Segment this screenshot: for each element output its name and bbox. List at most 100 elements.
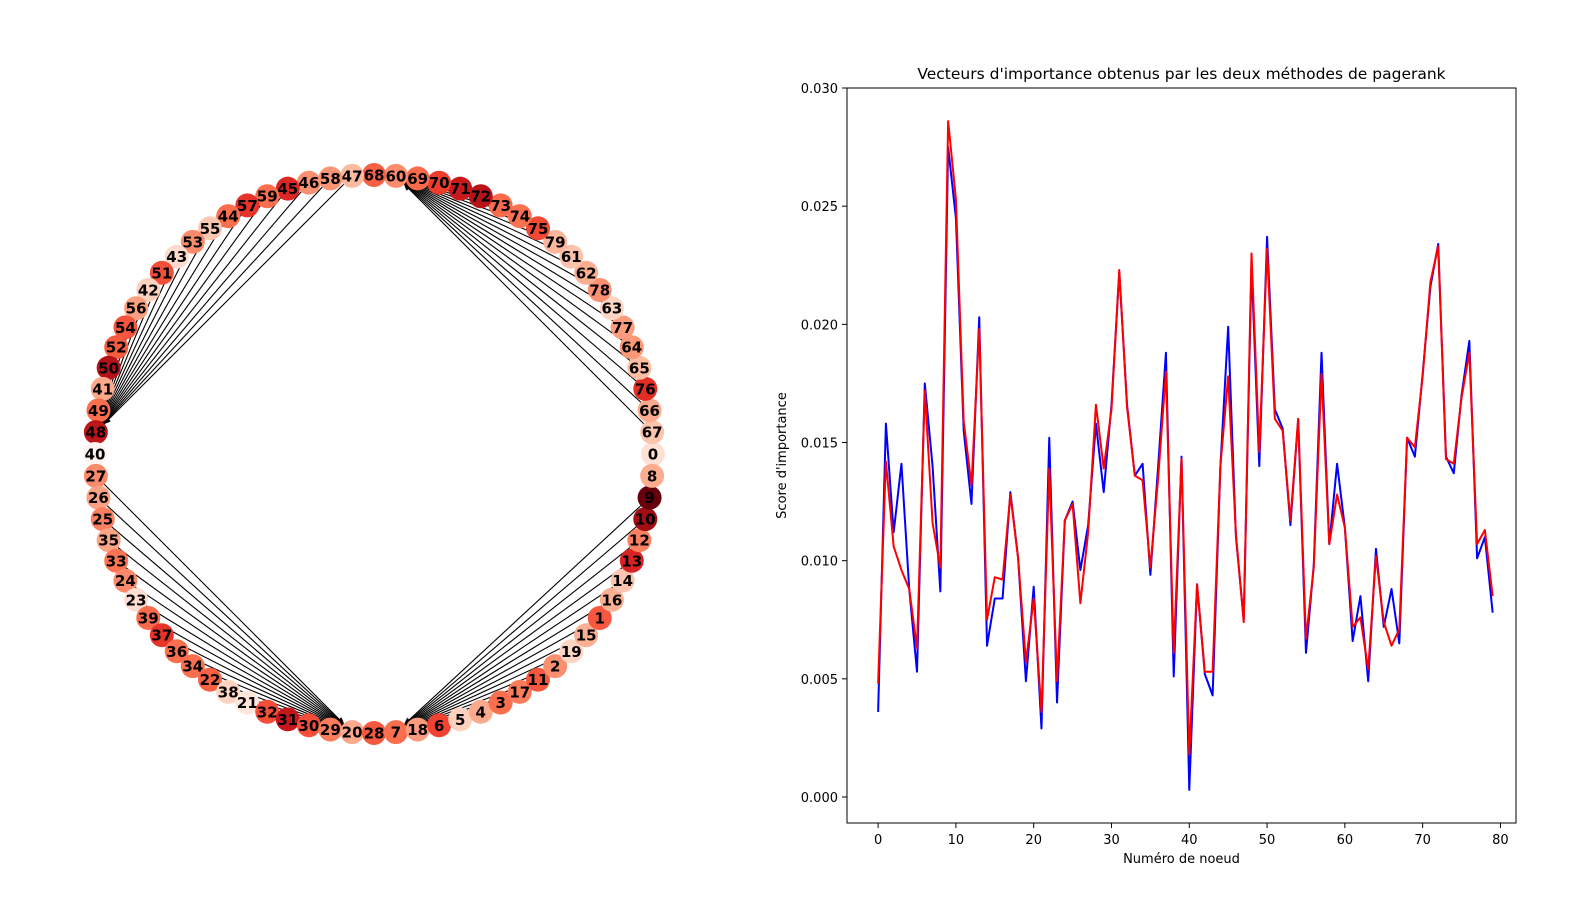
network-edge (103, 175, 353, 425)
network-node-marker (275, 707, 300, 732)
node-label: 47 (342, 167, 363, 185)
network-node: 60 (383, 163, 408, 188)
node-label: 29 (320, 721, 341, 739)
node-label: 36 (166, 643, 187, 661)
network-node-marker (96, 528, 121, 553)
network-node-marker (164, 639, 189, 664)
network-node: 43 (164, 244, 189, 269)
node-label: 60 (385, 167, 406, 185)
network-node: 3 (488, 690, 513, 715)
node-label: 75 (528, 220, 549, 238)
network-node: 52 (104, 335, 129, 360)
network-edge (404, 560, 633, 727)
network-node-marker (427, 170, 452, 195)
y-tick-label: 0.030 (801, 82, 838, 97)
network-node: 6 (427, 713, 452, 738)
node-label: 10 (635, 511, 656, 529)
network-edge (403, 518, 646, 726)
network-node-marker (340, 163, 365, 188)
network-node: 34 (180, 654, 205, 679)
network-node: 9 (637, 485, 662, 510)
network-node: 42 (136, 278, 161, 303)
node-label: 31 (277, 711, 298, 729)
network-edge (403, 182, 650, 411)
network-edge (115, 560, 344, 727)
line-chart: Vecteurs d'importance obtenus par les de… (775, 65, 1517, 867)
network-node-marker (362, 163, 386, 187)
network-node-marker (559, 639, 584, 664)
network-node: 76 (633, 376, 658, 401)
network-edge (404, 181, 623, 328)
network-edge (135, 599, 344, 727)
y-tick-label: 0.010 (801, 555, 838, 570)
node-label: 77 (612, 319, 633, 337)
network-node-marker (164, 244, 189, 269)
node-label: 55 (200, 220, 221, 238)
network-node: 68 (362, 163, 386, 187)
x-tick-label: 10 (948, 833, 965, 848)
network-node: 57 (235, 193, 260, 218)
node-label: 35 (98, 532, 119, 550)
node-label: 17 (509, 683, 530, 701)
network-node: 20 (340, 720, 365, 745)
network-node-marker (633, 507, 658, 532)
network-node-marker (104, 335, 129, 360)
network-node: 78 (587, 278, 612, 303)
network-node: 11 (525, 667, 550, 692)
network-edge (404, 539, 640, 726)
y-axis-label: Score d'importance (775, 392, 790, 519)
node-label: 30 (298, 717, 319, 735)
network-node-marker (383, 163, 408, 188)
network-edge (100, 228, 211, 423)
network-node: 66 (637, 398, 662, 423)
network-edge (101, 205, 248, 424)
node-label: 40 (85, 446, 106, 464)
network-edge (108, 539, 344, 726)
node-label: 16 (601, 591, 622, 609)
node-label: 71 (450, 180, 471, 198)
network-edge (102, 182, 310, 425)
y-tick-label: 0.020 (801, 318, 838, 333)
node-label: 76 (635, 380, 656, 398)
network-edge (403, 183, 653, 433)
network-node-marker (90, 507, 115, 532)
x-axis-ticks: 0 10 20 30 40 50 60 70 80 (874, 823, 1509, 848)
network-node: 29 (318, 717, 343, 742)
network-node: 46 (296, 170, 321, 195)
network-node-marker (507, 204, 532, 229)
network-node: 1 (587, 605, 612, 630)
network-node: 40 (83, 442, 107, 466)
network-node-marker (198, 216, 223, 241)
network-node: 17 (507, 679, 532, 704)
network-node: 70 (427, 170, 452, 195)
network-node-marker (275, 176, 300, 201)
network-node: 75 (525, 216, 550, 241)
network-node: 21 (235, 690, 260, 715)
y-tick-label: 0.025 (801, 200, 838, 215)
chart-title: Vecteurs d'importance obtenus par les de… (917, 65, 1445, 83)
node-label: 63 (601, 300, 622, 318)
network-edge (403, 182, 646, 390)
network-node: 26 (86, 485, 111, 510)
network-node-marker (340, 720, 365, 745)
y-tick-label: 0.015 (801, 437, 838, 452)
node-label: 58 (320, 170, 341, 188)
node-label: 74 (509, 208, 530, 226)
node-label: 9 (644, 489, 654, 507)
network-node-marker (543, 229, 568, 254)
x-tick-label: 0 (874, 833, 882, 848)
node-label: 8 (647, 467, 657, 485)
network-node-marker (83, 463, 108, 488)
node-label: 65 (629, 359, 650, 377)
network-node: 27 (83, 463, 108, 488)
network-node: 77 (610, 315, 635, 340)
network-node: 47 (340, 163, 365, 188)
node-label: 42 (138, 282, 159, 300)
network-node-marker (574, 623, 599, 648)
network-node: 55 (198, 216, 223, 241)
edge-arrowhead (337, 717, 345, 725)
node-label: 21 (237, 694, 258, 712)
network-node: 28 (362, 721, 386, 745)
network-node-marker (136, 605, 161, 630)
network-node-marker (610, 568, 635, 593)
